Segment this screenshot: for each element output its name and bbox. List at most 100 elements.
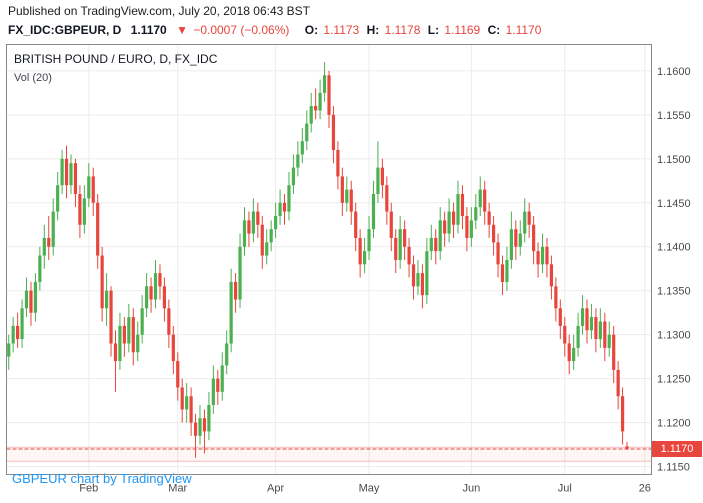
candle-body <box>100 255 104 309</box>
candle-body <box>327 75 331 115</box>
candle-body <box>585 308 589 331</box>
candle-body <box>345 189 349 203</box>
candle-body <box>380 167 384 186</box>
candle-body <box>416 273 420 287</box>
close-label: C: <box>487 23 501 37</box>
y-axis-tick: 1.1350 <box>657 286 691 298</box>
candle-body <box>549 264 554 287</box>
candle-body <box>118 325 122 362</box>
candle-body <box>73 163 78 194</box>
candle-body <box>247 220 251 234</box>
volume-indicator-label: Vol (20) <box>14 72 52 84</box>
candle-body <box>167 308 171 335</box>
candle-body <box>451 211 456 225</box>
candle-body <box>171 334 175 362</box>
last-price-tag: 1.1170 <box>652 440 702 457</box>
candle-body <box>620 396 625 432</box>
candle-body <box>491 224 496 243</box>
candle-body <box>318 92 322 111</box>
candle-body <box>336 150 340 177</box>
candle-body <box>398 229 402 260</box>
candle-body <box>309 106 313 124</box>
candle-body <box>38 255 42 282</box>
candle-body <box>532 224 536 252</box>
candle-body <box>56 185 60 212</box>
candle-body <box>314 106 318 111</box>
y-axis-tick: 1.1400 <box>657 242 691 254</box>
y-axis-tick: 1.1150 <box>657 462 690 474</box>
attribution-link[interactable]: GBPEUR chart by TradingView <box>12 471 192 486</box>
candle-body <box>598 321 602 340</box>
candle-body <box>242 220 247 247</box>
candle-body <box>16 325 20 340</box>
x-axis-tick: 26 <box>639 483 651 495</box>
open-label: O: <box>304 23 319 37</box>
candle-body <box>558 308 562 326</box>
candle-body <box>305 123 309 142</box>
x-axis-tick: May <box>359 483 380 495</box>
candle-body <box>487 211 491 225</box>
candle-body <box>149 286 153 300</box>
x-axis-tick: Apr <box>267 483 284 495</box>
candle-body <box>282 202 287 212</box>
candle-body <box>225 343 229 366</box>
low-label: L: <box>427 23 440 37</box>
candle-body <box>260 224 264 256</box>
candle-body <box>607 334 611 348</box>
candle-body <box>505 259 509 282</box>
high-label: H: <box>366 23 380 37</box>
candle-body <box>563 325 567 344</box>
candle-body <box>127 317 131 344</box>
y-axis-tick: 1.1550 <box>657 110 691 122</box>
symbol-info-bar: FX_IDC:GBPEUR, D 1.1170 ▼ −0.0007 (−0.06… <box>8 23 541 37</box>
candle-body <box>394 237 398 260</box>
candle-body <box>20 308 24 340</box>
candle-body <box>567 343 571 362</box>
candle-body <box>60 158 64 186</box>
candle-body <box>269 229 273 243</box>
y-axis-tick: 1.1300 <box>657 330 691 342</box>
candle-body <box>47 237 51 247</box>
chart-legend-title: BRITISH POUND / EURO, D, FX_IDC <box>14 52 218 66</box>
candle-body <box>29 290 33 313</box>
published-line: Published on TradingView.com, July 20, 2… <box>8 4 310 18</box>
low-value: 1.1169 <box>444 23 481 37</box>
candle-body <box>158 273 162 287</box>
candle-body <box>24 290 29 309</box>
candle-body <box>131 317 135 353</box>
candle-body <box>180 387 184 410</box>
candle-body <box>358 237 362 265</box>
candle-body <box>64 158 69 186</box>
candle-body <box>474 207 478 221</box>
candle-body <box>251 211 255 234</box>
chart-legend: BRITISH POUND / EURO, D, FX_IDC Vol (20) <box>14 52 217 84</box>
candle-body <box>91 176 95 203</box>
y-axis-tick: 1.1450 <box>657 198 691 210</box>
candle-body <box>331 114 336 151</box>
candle-body <box>211 378 215 406</box>
candle-body <box>7 343 11 357</box>
candle-body <box>603 321 607 348</box>
candle-body <box>238 246 242 300</box>
candle-body <box>496 242 500 265</box>
candle-body <box>478 189 482 208</box>
candle-body <box>527 211 531 225</box>
candle-body <box>545 246 549 265</box>
candle-body <box>198 418 202 436</box>
candle-body <box>385 185 389 212</box>
candle-body <box>33 281 38 313</box>
candle-body <box>580 308 585 326</box>
candle-body <box>576 325 580 348</box>
candle-body <box>425 251 429 296</box>
y-axis-tick: 1.1250 <box>657 374 691 386</box>
candle-body <box>443 220 447 234</box>
candle-body <box>340 176 344 203</box>
candle-body <box>354 211 358 238</box>
candle-body <box>176 361 180 388</box>
candle-body <box>11 325 15 344</box>
symbol-name: FX_IDC:GBPEUR, D <box>8 23 122 37</box>
candle-body <box>389 211 393 238</box>
candle-body <box>233 281 238 300</box>
candle-body <box>202 418 207 432</box>
